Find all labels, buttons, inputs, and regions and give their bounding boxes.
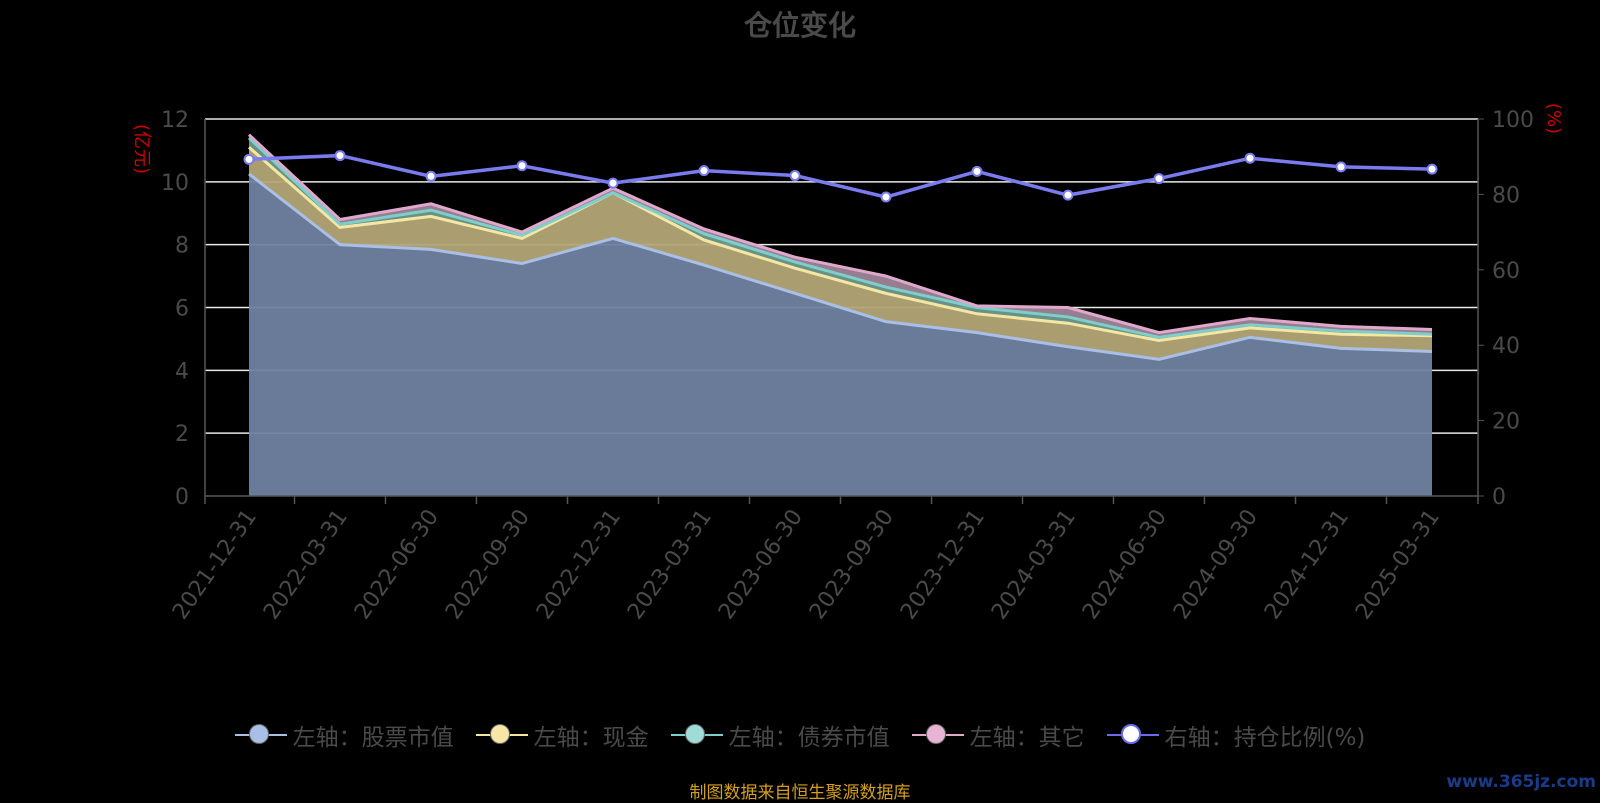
x-tick-label: 2024-09-30 — [1169, 505, 1263, 624]
legend-swatch-icon — [670, 723, 723, 747]
left-tick-label: 4 — [175, 359, 189, 384]
ratio-point — [789, 170, 801, 182]
legend-label: 左轴：其它 — [969, 725, 1085, 751]
chart-title: 仓位变化 — [743, 9, 856, 42]
right-tick-label: 0 — [1492, 485, 1506, 510]
right-tick-label: 20 — [1492, 410, 1520, 435]
legend-item[interactable]: 左轴：现金 — [475, 718, 649, 752]
left-tick-label: 0 — [175, 485, 189, 510]
ratio-point — [1153, 173, 1165, 185]
right-axis-unit: (%) — [1543, 102, 1565, 135]
x-tick-label: 2024-12-31 — [1260, 505, 1354, 624]
right-tick-label: 80 — [1492, 183, 1520, 208]
stacked-areas — [247, 133, 1433, 496]
chart-legend: 左轴：股票市值 左轴：现金 左轴：债券市值 左轴：其它 右轴：持仓比例(%) — [0, 718, 1600, 752]
x-tick-label: 2022-12-31 — [532, 505, 626, 624]
ratio-line — [243, 150, 1438, 203]
area-左轴：股票市值 — [249, 173, 1432, 496]
legend-item[interactable]: 左轴：股票市值 — [234, 718, 454, 752]
ratio-point — [880, 191, 892, 203]
ratio-point — [516, 160, 528, 172]
right-tick-label: 40 — [1492, 334, 1520, 359]
x-tick-label: 2022-03-31 — [259, 505, 353, 624]
legend-label: 右轴：持仓比例(%) — [1164, 725, 1366, 751]
series-line-左轴：债券市值 — [247, 136, 1433, 339]
x-tick-label: 2025-03-31 — [1351, 505, 1445, 624]
legend-item[interactable]: 左轴：其它 — [911, 718, 1085, 752]
x-tick-label: 2024-06-30 — [1078, 505, 1172, 624]
legend-swatch-icon — [1106, 723, 1159, 747]
x-tick-label: 2021-12-31 — [168, 505, 262, 624]
ratio-point — [1426, 163, 1438, 175]
right-tick-label: 60 — [1492, 259, 1520, 284]
ratio-point — [1244, 152, 1256, 164]
left-tick-label: 10 — [161, 171, 189, 196]
ratio-point — [1335, 161, 1347, 173]
legend-swatch-icon — [911, 723, 964, 747]
series-line-左轴：现金 — [248, 146, 1433, 343]
source-note: 制图数据来自恒生聚源数据库 — [689, 783, 911, 803]
x-tick-label: 2023-06-30 — [714, 505, 808, 624]
left-tick-label: 2 — [175, 422, 189, 447]
ratio-point — [1062, 189, 1074, 201]
series-line-左轴：其它 — [247, 133, 1433, 335]
area-左轴：现金 — [249, 147, 1432, 360]
ratio-point — [971, 165, 983, 177]
ratio-point — [425, 170, 437, 182]
series-line-左轴：股票市值 — [248, 172, 1433, 361]
left-tick-label: 8 — [175, 234, 189, 259]
ratio-point — [607, 177, 619, 189]
ratio-point — [243, 153, 255, 165]
legend-label: 左轴：股票市值 — [292, 725, 454, 751]
x-tick-label: 2023-09-30 — [805, 505, 899, 624]
ratio-point — [334, 150, 346, 162]
legend-swatch-icon — [234, 723, 287, 747]
legend-item[interactable]: 右轴：持仓比例(%) — [1106, 718, 1366, 752]
x-tick-label: 2023-03-31 — [623, 505, 717, 624]
legend-swatch-icon — [475, 723, 528, 747]
left-tick-label: 12 — [161, 108, 189, 133]
legend-label: 左轴：债券市值 — [728, 725, 890, 751]
ratio-polyline — [248, 153, 1433, 199]
x-tick-label: 2024-03-31 — [987, 505, 1081, 624]
x-tick-label: 2023-12-31 — [896, 505, 990, 624]
legend-label: 左轴：现金 — [533, 725, 649, 751]
left-tick-label: 6 — [175, 297, 189, 322]
left-axis-unit: (亿元) — [131, 123, 153, 175]
watermark: www.365jz.com — [1446, 772, 1596, 792]
x-tick-label: 2022-09-30 — [441, 505, 535, 624]
right-tick-label: 100 — [1492, 108, 1534, 133]
x-tick-label: 2022-06-30 — [350, 505, 444, 624]
legend-item[interactable]: 左轴：债券市值 — [670, 718, 890, 752]
ratio-point — [698, 165, 710, 177]
